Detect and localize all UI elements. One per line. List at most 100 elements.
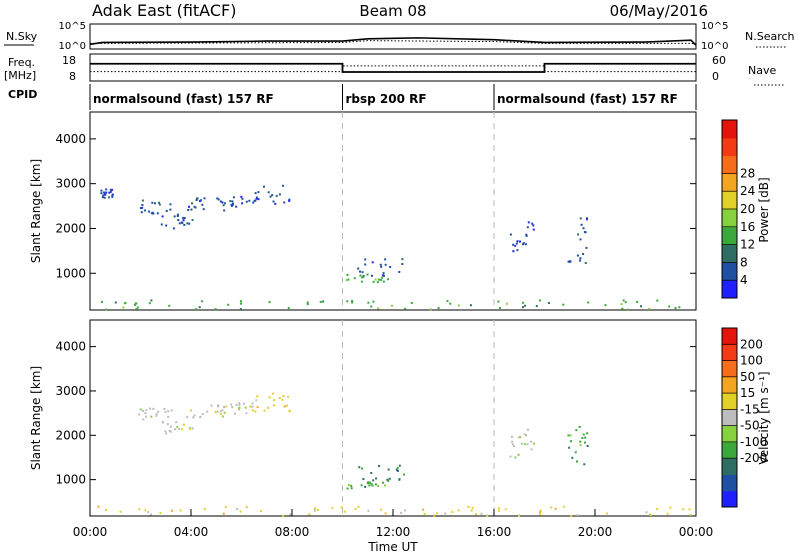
data-cluster-9 xyxy=(97,505,692,517)
data-cell xyxy=(186,222,189,225)
data-cell xyxy=(183,423,186,426)
colorbar-segment-1 xyxy=(722,474,737,492)
data-cell xyxy=(525,233,528,236)
data-cell xyxy=(222,512,225,515)
data-cell xyxy=(144,509,147,512)
ytick-label-1: 2000 xyxy=(55,221,86,235)
data-cell xyxy=(103,191,106,194)
data-cell xyxy=(237,408,240,411)
data-cell xyxy=(159,511,162,514)
data-cell xyxy=(471,506,474,509)
data-cell xyxy=(517,514,520,517)
data-cell xyxy=(260,510,263,513)
data-cell xyxy=(562,303,565,306)
colorbar-segment-8 xyxy=(722,360,737,378)
data-cell xyxy=(190,208,193,211)
data-cell xyxy=(241,202,244,205)
data-cell xyxy=(193,414,196,417)
data-cell xyxy=(167,410,170,413)
data-cell xyxy=(539,511,542,514)
data-cell xyxy=(579,257,582,260)
data-cell xyxy=(105,308,108,311)
data-cell xyxy=(499,306,502,309)
data-cell xyxy=(669,506,672,509)
data-cell xyxy=(569,260,572,263)
data-cell xyxy=(170,509,173,512)
data-cell xyxy=(386,478,389,481)
data-cell xyxy=(173,215,176,218)
data-cell xyxy=(231,202,234,205)
data-cell xyxy=(203,508,206,511)
colorbar-segment-2 xyxy=(722,244,737,263)
data-cell xyxy=(168,304,171,307)
data-cell xyxy=(262,185,265,188)
data-cell xyxy=(526,226,529,229)
data-cell xyxy=(201,413,204,416)
ytick-label-0: 1000 xyxy=(55,473,86,487)
colorbar-segment-9 xyxy=(722,120,737,139)
data-cell xyxy=(370,305,373,308)
data-cell xyxy=(190,409,193,412)
data-cell xyxy=(521,301,524,304)
data-cell xyxy=(152,407,155,410)
data-cell xyxy=(368,481,371,484)
data-cell xyxy=(343,510,346,513)
data-cell xyxy=(168,429,171,432)
data-cell xyxy=(244,406,247,409)
data-cell xyxy=(182,216,185,219)
data-cell xyxy=(206,410,209,413)
noise-frame xyxy=(89,23,697,50)
data-cell xyxy=(398,464,401,467)
data-cell xyxy=(275,194,278,197)
data-cell xyxy=(578,425,581,428)
data-cell xyxy=(252,201,255,204)
xtick-label-3: 12:00 xyxy=(376,525,411,539)
noise-ytick-right-top: 10^5 xyxy=(701,21,728,32)
data-cell xyxy=(522,306,525,309)
data-cell xyxy=(370,483,373,486)
data-cell xyxy=(251,405,254,408)
ytick-label-0: 1000 xyxy=(55,266,86,280)
data-cell xyxy=(682,508,685,511)
data-cell xyxy=(346,300,349,303)
data-cell xyxy=(193,205,196,208)
data-cell xyxy=(268,396,271,399)
data-cell xyxy=(361,271,364,274)
data-cell xyxy=(214,308,217,311)
data-cell xyxy=(255,196,258,199)
xtick-label-6: 00:00 xyxy=(679,525,714,539)
data-cell xyxy=(524,243,527,246)
data-cell xyxy=(236,508,239,511)
data-cell xyxy=(233,412,236,415)
data-cell xyxy=(371,484,374,487)
data-cell xyxy=(169,208,172,211)
data-cell xyxy=(533,442,536,445)
data-cell xyxy=(577,233,580,236)
data-cell xyxy=(145,409,148,412)
data-cell xyxy=(605,512,608,515)
data-cell xyxy=(316,509,319,512)
colorbar-segment-2 xyxy=(722,458,737,475)
data-cell xyxy=(446,300,449,303)
data-cell xyxy=(225,405,228,408)
frequency-left-unit: [MHz] xyxy=(4,69,36,82)
data-cluster-3 xyxy=(221,402,254,415)
data-cell xyxy=(575,429,578,432)
data-cell xyxy=(167,415,170,418)
colorbar-segment-7 xyxy=(722,376,737,394)
colorbar-tick-label-0: 200 xyxy=(740,337,763,351)
data-cell xyxy=(267,191,270,194)
data-cell xyxy=(380,278,383,281)
data-cell xyxy=(621,307,624,310)
data-cell xyxy=(183,216,186,219)
data-cell xyxy=(124,301,127,304)
data-cell xyxy=(176,213,179,216)
data-cell xyxy=(288,198,291,201)
data-cell xyxy=(188,205,191,208)
data-cell xyxy=(362,274,365,277)
data-cell xyxy=(525,434,528,437)
ytick-label-3: 4000 xyxy=(55,340,86,354)
data-cell xyxy=(142,418,145,421)
data-cell xyxy=(255,399,258,402)
data-cell xyxy=(535,305,538,308)
